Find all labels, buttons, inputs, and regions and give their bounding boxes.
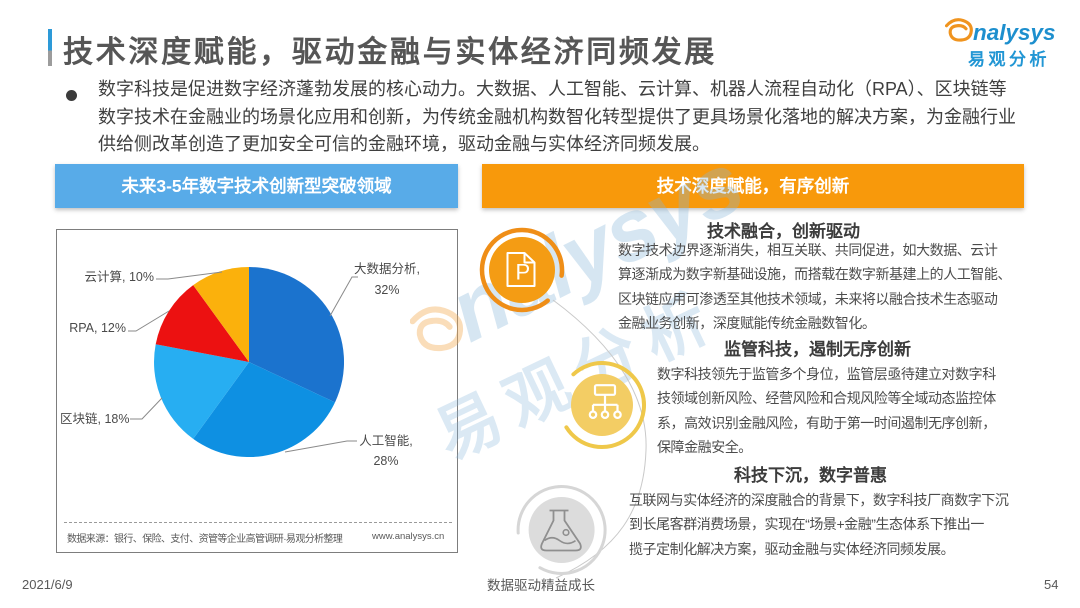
svg-text:P: P <box>516 260 531 285</box>
